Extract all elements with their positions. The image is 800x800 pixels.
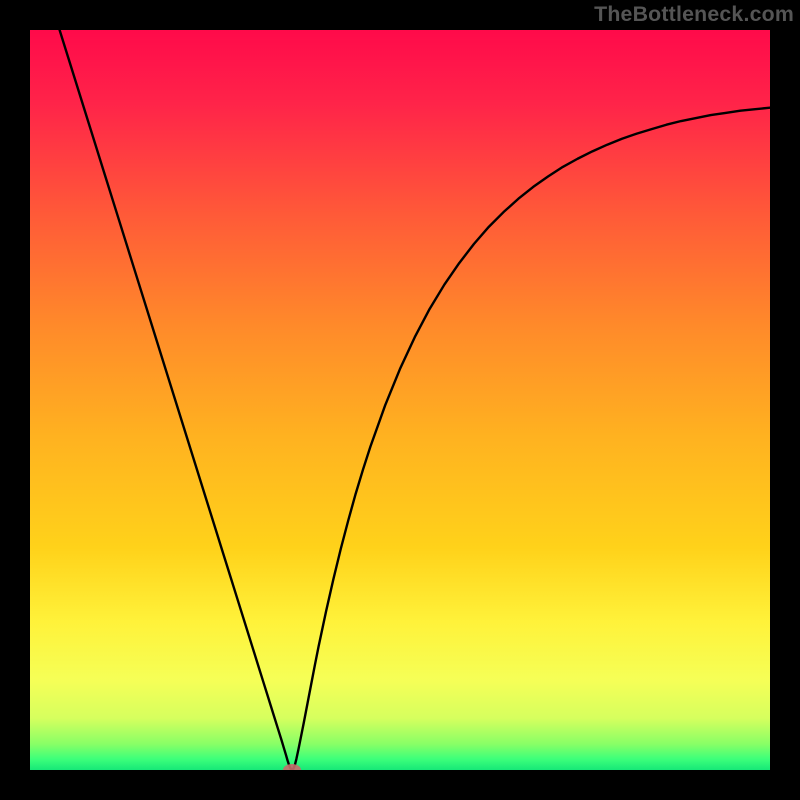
curve-path	[60, 30, 770, 770]
bottleneck-curve	[30, 30, 770, 770]
plot-area	[30, 30, 770, 770]
chart-frame: TheBottleneck.com	[0, 0, 800, 800]
minimum-marker	[283, 764, 301, 770]
watermark-label: TheBottleneck.com	[594, 2, 794, 27]
